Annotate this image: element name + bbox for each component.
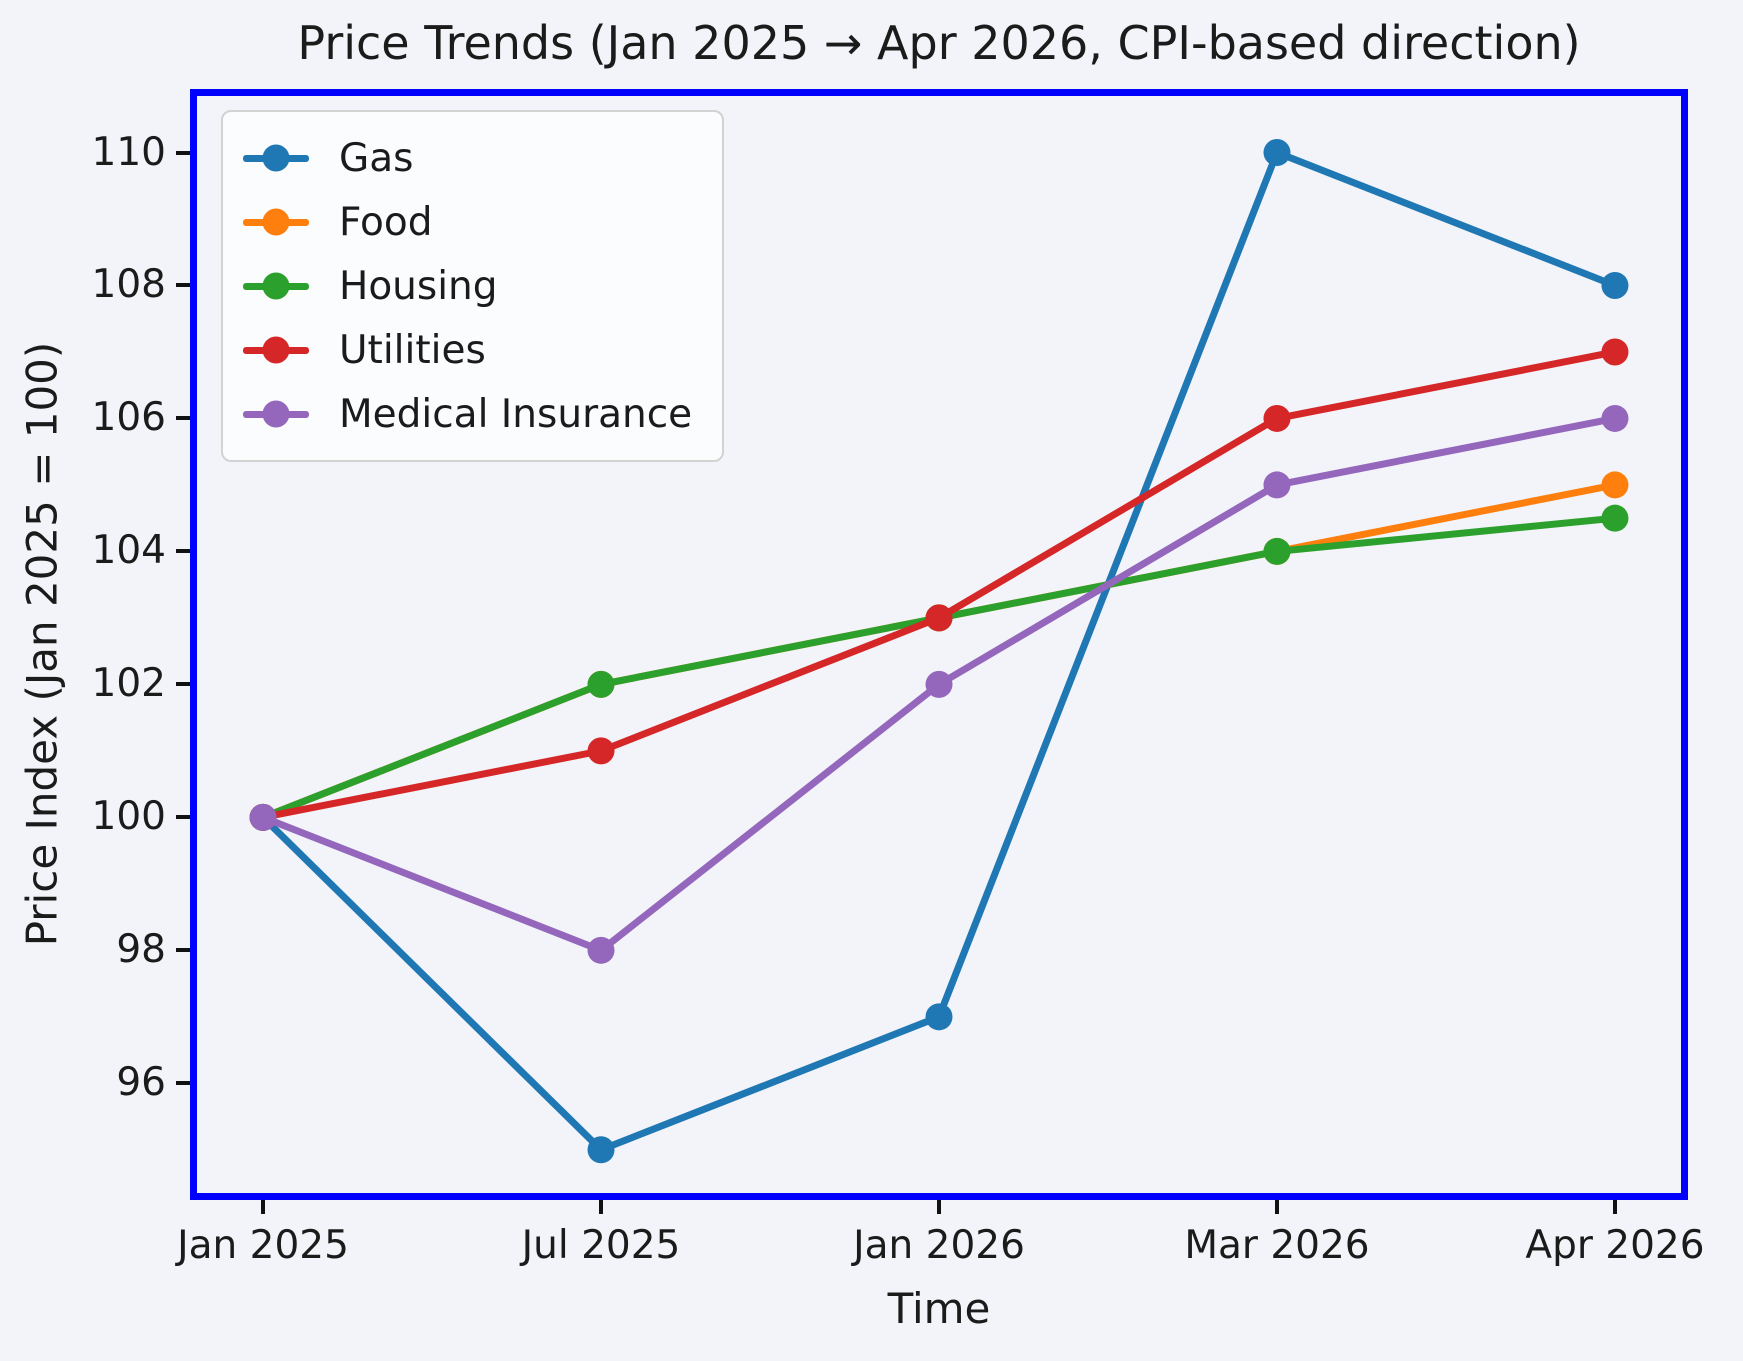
x-tick-label: Jan 2026 (853, 1223, 1025, 1268)
data-point-utilities-jan-2026 (925, 604, 953, 632)
x-tick-mark (1612, 1200, 1617, 1214)
data-point-housing-mar-2026 (1263, 537, 1291, 565)
y-tick-mark (176, 948, 190, 953)
legend-line-marker-icon (243, 272, 309, 300)
y-tick-mark (176, 416, 190, 421)
data-point-medical-insurance-jan-2025 (249, 803, 277, 831)
legend-marker-dot-icon (262, 208, 290, 236)
plot-area: Gas Food Housing Utilities Medical Insurance (190, 89, 1688, 1200)
data-point-medical-insurance-jul-2025 (587, 936, 615, 964)
y-tick-mark (176, 815, 190, 820)
y-tick-label: 100 (91, 794, 166, 840)
y-tick-mark (176, 1081, 190, 1086)
data-point-food-apr-2026 (1601, 471, 1629, 499)
data-point-medical-insurance-apr-2026 (1601, 404, 1629, 432)
legend-label: Utilities (339, 327, 486, 373)
y-tick-mark (176, 549, 190, 554)
legend-marker-dot-icon (262, 336, 290, 364)
y-tick-label: 110 (91, 129, 166, 175)
legend-label: Housing (339, 263, 498, 309)
legend-line-marker-icon (243, 208, 309, 236)
y-tick-label: 102 (91, 661, 166, 707)
x-tick-mark (599, 1200, 604, 1214)
legend-marker-dot-icon (262, 400, 290, 428)
x-tick-mark (1274, 1200, 1279, 1214)
data-point-gas-jul-2025 (587, 1136, 615, 1164)
legend-item-gas: Gas (243, 126, 692, 190)
legend-line-marker-icon (243, 144, 309, 172)
series-line-housing (261, 514, 1616, 821)
legend-label: Gas (339, 135, 414, 181)
legend-item-utilities: Utilities (243, 318, 692, 382)
legend-item-medical-insurance: Medical Insurance (243, 382, 692, 446)
y-tick-mark (176, 150, 190, 155)
data-point-housing-apr-2026 (1601, 504, 1629, 532)
chart-title: Price Trends (Jan 2025 → Apr 2026, CPI-b… (297, 16, 1581, 70)
y-tick-label: 108 (91, 262, 166, 308)
data-point-utilities-jul-2025 (587, 737, 615, 765)
chart-canvas (249, 139, 1629, 1164)
x-tick-mark (261, 1200, 266, 1214)
y-tick-mark (176, 682, 190, 687)
data-point-housing-jul-2025 (587, 670, 615, 698)
legend-marker-dot-icon (262, 144, 290, 172)
legend-line-marker-icon (243, 400, 309, 428)
data-point-medical-insurance-jan-2026 (925, 670, 953, 698)
data-point-utilities-mar-2026 (1263, 404, 1291, 432)
x-tick-label: Jan 2025 (177, 1223, 349, 1268)
data-point-gas-mar-2026 (1263, 139, 1291, 167)
x-tick-label: Mar 2026 (1184, 1223, 1370, 1268)
legend: Gas Food Housing Utilities Medical Insurance (221, 110, 725, 462)
x-tick-mark (937, 1200, 941, 1214)
legend-label: Medical Insurance (339, 391, 693, 437)
y-tick-mark (176, 283, 190, 288)
data-point-gas-jan-2026 (925, 1003, 953, 1031)
y-tick-label: 106 (91, 395, 166, 441)
x-axis-label: Time (887, 1284, 991, 1333)
data-point-medical-insurance-mar-2026 (1263, 471, 1291, 499)
legend-line-marker-icon (243, 336, 309, 364)
y-tick-label: 104 (91, 528, 166, 574)
data-point-gas-apr-2026 (1601, 271, 1629, 299)
y-tick-label: 98 (116, 927, 166, 973)
legend-label: Food (339, 199, 433, 245)
x-tick-label: Jul 2025 (521, 1223, 681, 1268)
legend-item-housing: Housing (243, 254, 692, 318)
y-tick-label: 96 (116, 1060, 166, 1106)
data-point-utilities-apr-2026 (1601, 338, 1629, 366)
legend-item-food: Food (243, 190, 692, 254)
x-tick-label: Apr 2026 (1525, 1223, 1705, 1268)
legend-marker-dot-icon (262, 272, 290, 300)
